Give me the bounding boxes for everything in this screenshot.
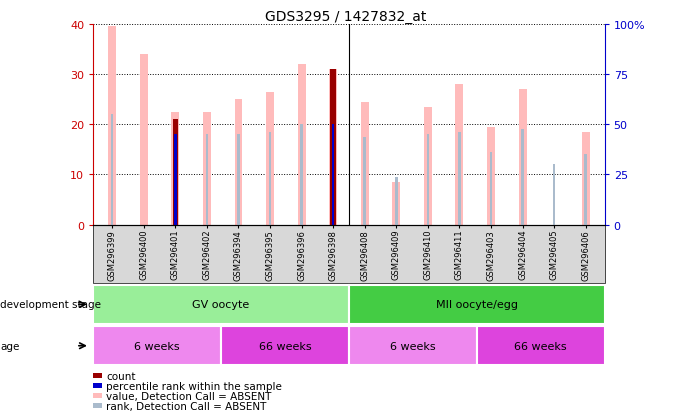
Bar bbox=[519, 90, 527, 225]
Text: GV oocyte: GV oocyte bbox=[193, 299, 249, 310]
Bar bbox=[361, 102, 369, 225]
Bar bbox=[553, 165, 556, 225]
Bar bbox=[424, 107, 432, 225]
Bar bbox=[521, 130, 524, 225]
Bar bbox=[266, 93, 274, 225]
Bar bbox=[269, 133, 272, 225]
Bar bbox=[455, 85, 464, 225]
Text: rank, Detection Call = ABSENT: rank, Detection Call = ABSENT bbox=[106, 401, 267, 411]
Bar bbox=[206, 135, 208, 225]
Bar bbox=[174, 135, 177, 225]
Bar bbox=[203, 112, 211, 225]
Bar bbox=[301, 125, 303, 225]
Text: GDS3295 / 1427832_at: GDS3295 / 1427832_at bbox=[265, 10, 426, 24]
Bar bbox=[234, 100, 243, 225]
Text: MII oocyte/egg: MII oocyte/egg bbox=[436, 299, 518, 310]
Text: percentile rank within the sample: percentile rank within the sample bbox=[106, 381, 283, 391]
Bar bbox=[171, 112, 179, 225]
Text: 6 weeks: 6 weeks bbox=[134, 341, 180, 351]
Text: count: count bbox=[106, 371, 136, 381]
Text: age: age bbox=[0, 341, 19, 351]
Bar bbox=[174, 135, 177, 225]
Text: 6 weeks: 6 weeks bbox=[390, 341, 436, 351]
Bar bbox=[298, 65, 305, 225]
Bar bbox=[426, 135, 429, 225]
Bar bbox=[585, 155, 587, 225]
Bar bbox=[330, 70, 336, 225]
Bar bbox=[237, 135, 240, 225]
Bar bbox=[332, 125, 334, 225]
Bar bbox=[363, 138, 366, 225]
Bar bbox=[487, 128, 495, 225]
Bar bbox=[108, 27, 116, 225]
Bar bbox=[332, 125, 334, 225]
Bar bbox=[458, 133, 461, 225]
Text: value, Detection Call = ABSENT: value, Detection Call = ABSENT bbox=[106, 391, 272, 401]
Bar bbox=[173, 120, 178, 225]
Bar bbox=[582, 133, 589, 225]
Bar bbox=[392, 183, 400, 225]
Bar bbox=[140, 55, 148, 225]
Bar bbox=[395, 178, 397, 225]
Bar bbox=[329, 70, 337, 225]
Text: 66 weeks: 66 weeks bbox=[514, 341, 567, 351]
Text: development stage: development stage bbox=[0, 299, 101, 310]
Bar bbox=[111, 115, 113, 225]
Bar bbox=[490, 152, 492, 225]
Text: 66 weeks: 66 weeks bbox=[258, 341, 312, 351]
